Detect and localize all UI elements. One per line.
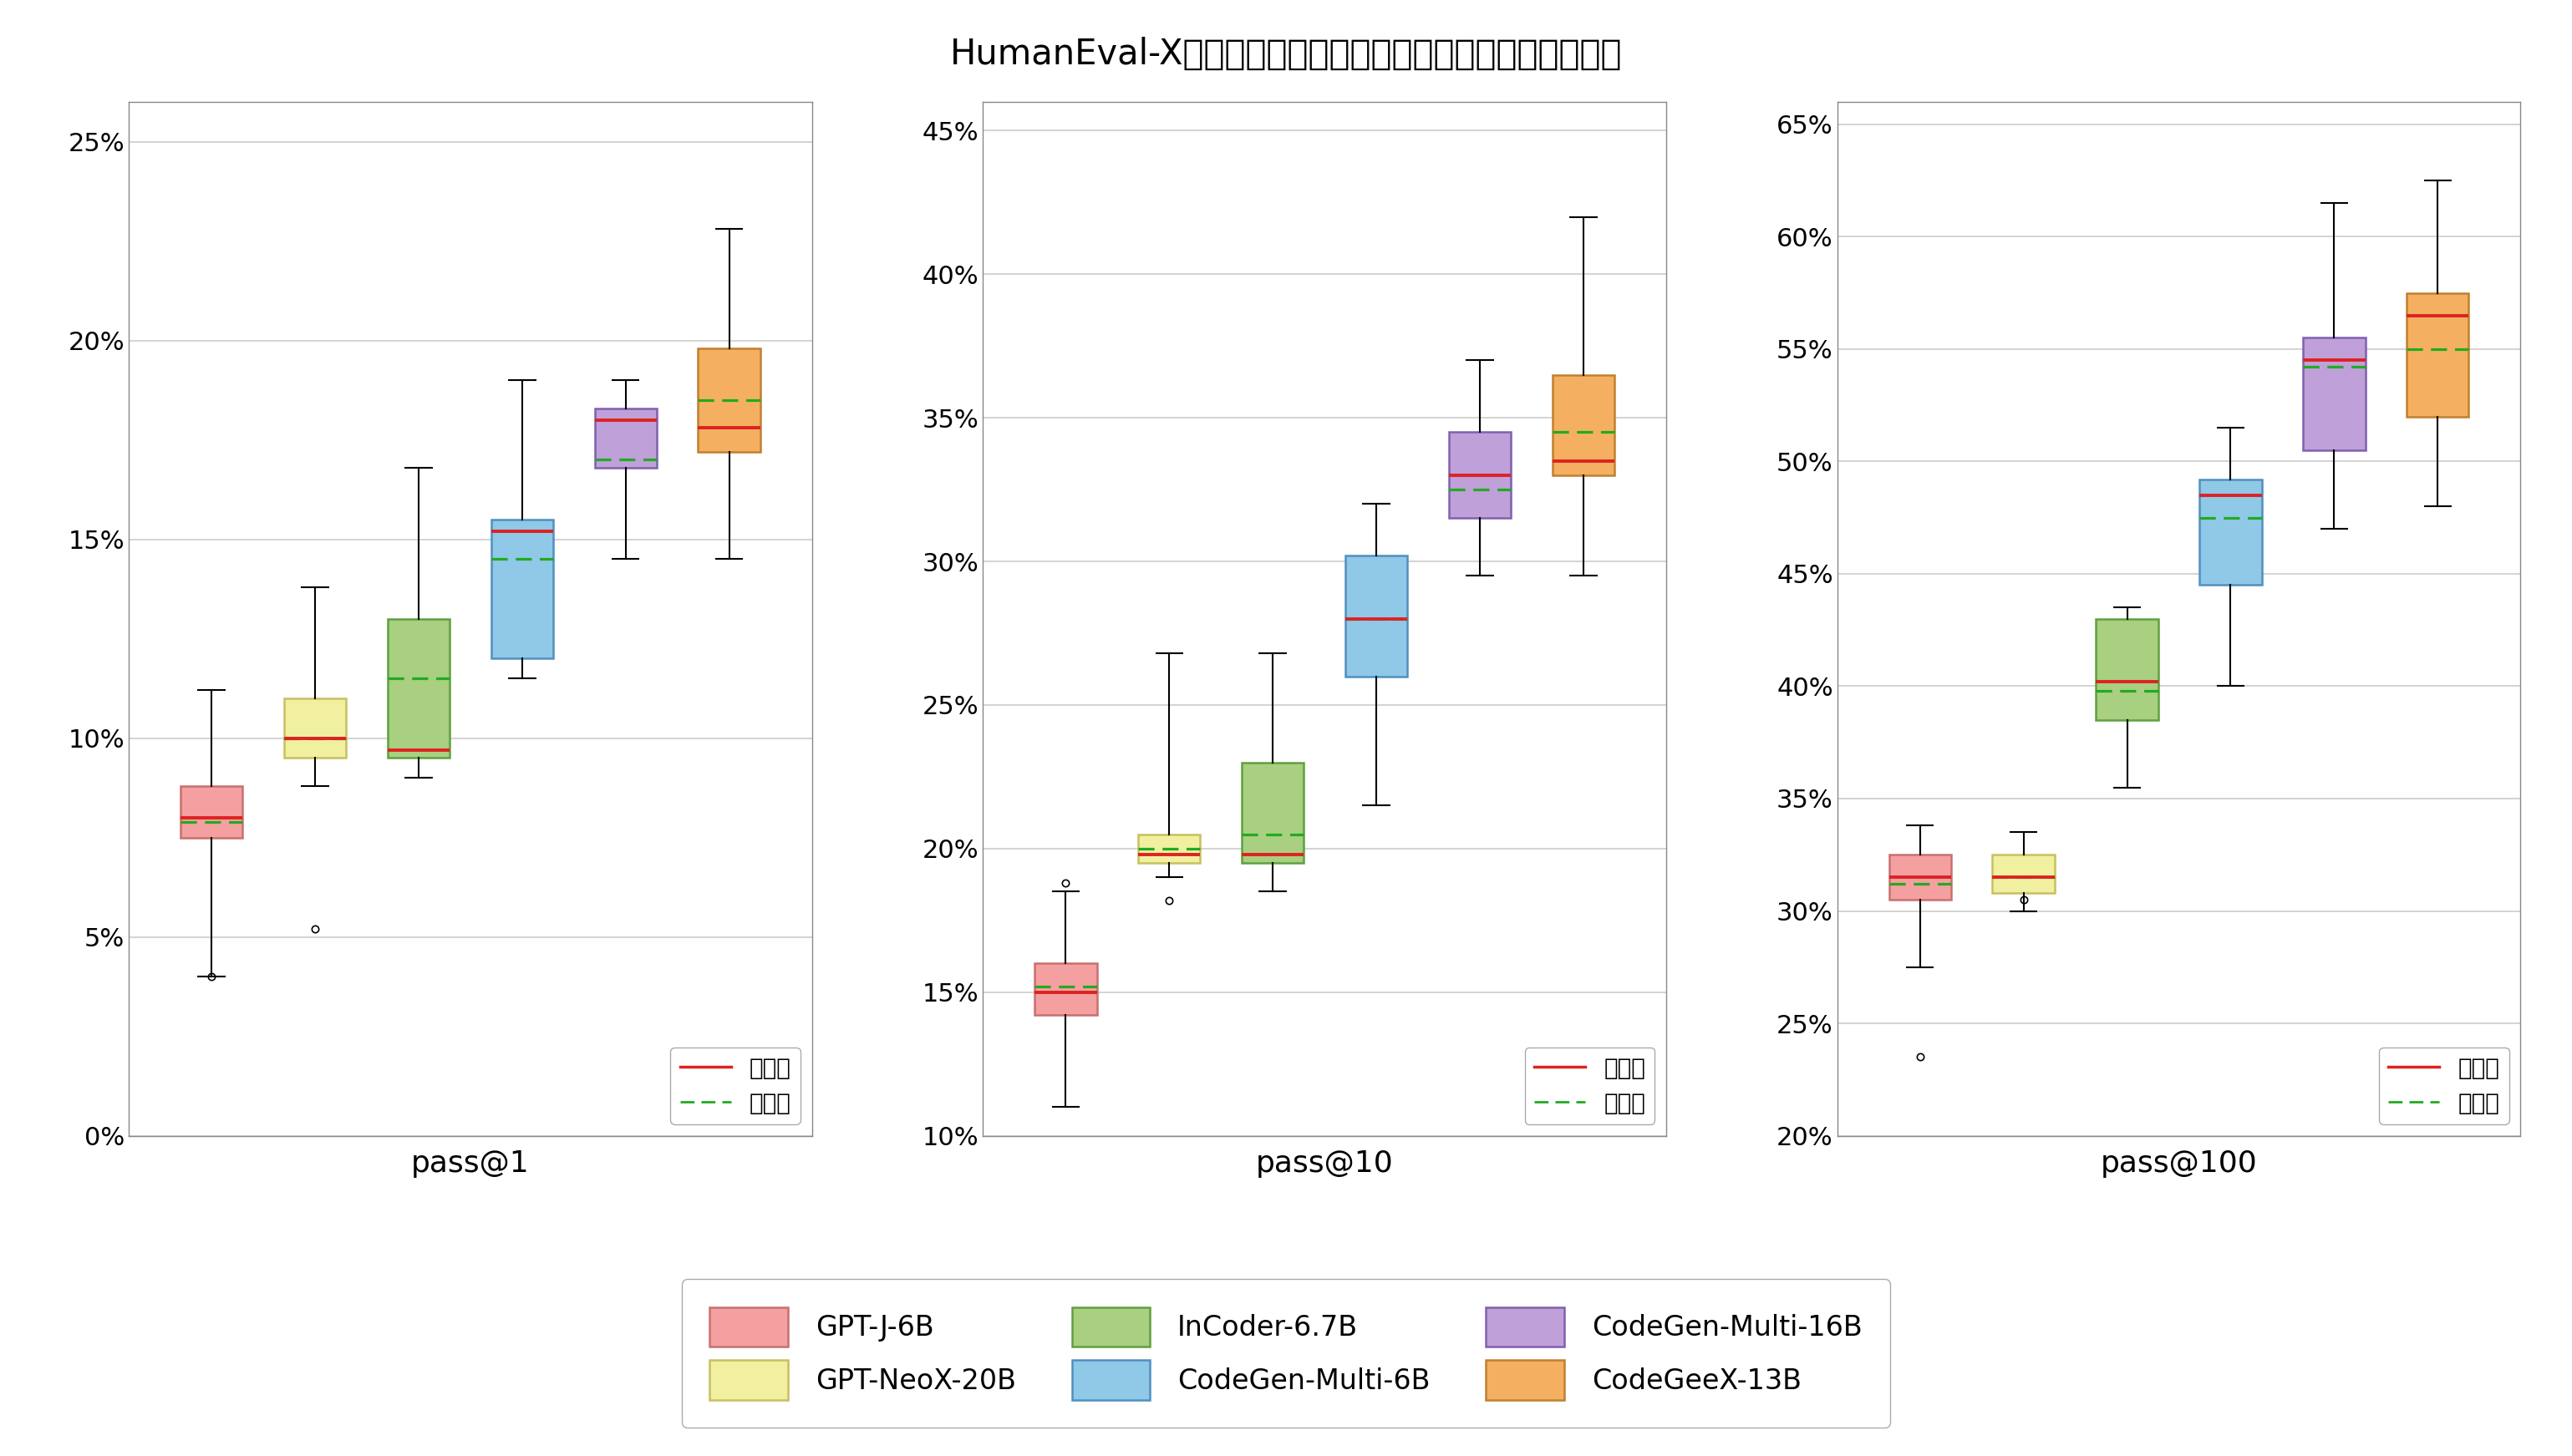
Bar (2407, 293, 2469, 416)
Legend: 中位数, 平均値: 中位数, 平均値 (1525, 1047, 1654, 1124)
Legend: 中位数, 平均値: 中位数, 平均値 (2379, 1047, 2508, 1124)
Bar (491, 520, 553, 658)
Legend: GPT-J-6B, GPT-NeoX-20B, InCoder-6.7B, CodeGen-Multi-6B, CodeGen-Multi-16B, CodeG: GPT-J-6B, GPT-NeoX-20B, InCoder-6.7B, Co… (682, 1280, 1890, 1427)
Bar (1888, 855, 1952, 900)
Bar (1448, 432, 1510, 518)
Bar (2302, 338, 2366, 450)
Bar (2199, 479, 2261, 585)
Legend: 中位数, 平均値: 中位数, 平均値 (671, 1047, 800, 1124)
Bar (1345, 556, 1407, 676)
Bar (388, 619, 450, 759)
Bar (697, 348, 761, 451)
X-axis label: pass@100: pass@100 (2101, 1150, 2258, 1178)
Bar (594, 408, 656, 467)
Bar (180, 786, 242, 837)
Bar (283, 699, 347, 759)
X-axis label: pass@1: pass@1 (412, 1150, 530, 1178)
Bar (1553, 374, 1615, 475)
Bar (2096, 619, 2158, 719)
Bar (1139, 834, 1201, 863)
X-axis label: pass@10: pass@10 (1255, 1150, 1394, 1178)
Text: HumanEval-X基准上的多语言代码生成性能（五种编程语言）: HumanEval-X基准上的多语言代码生成性能（五种编程语言） (949, 36, 1623, 71)
Bar (1242, 763, 1304, 863)
Bar (1993, 855, 2055, 893)
Bar (1034, 964, 1096, 1015)
